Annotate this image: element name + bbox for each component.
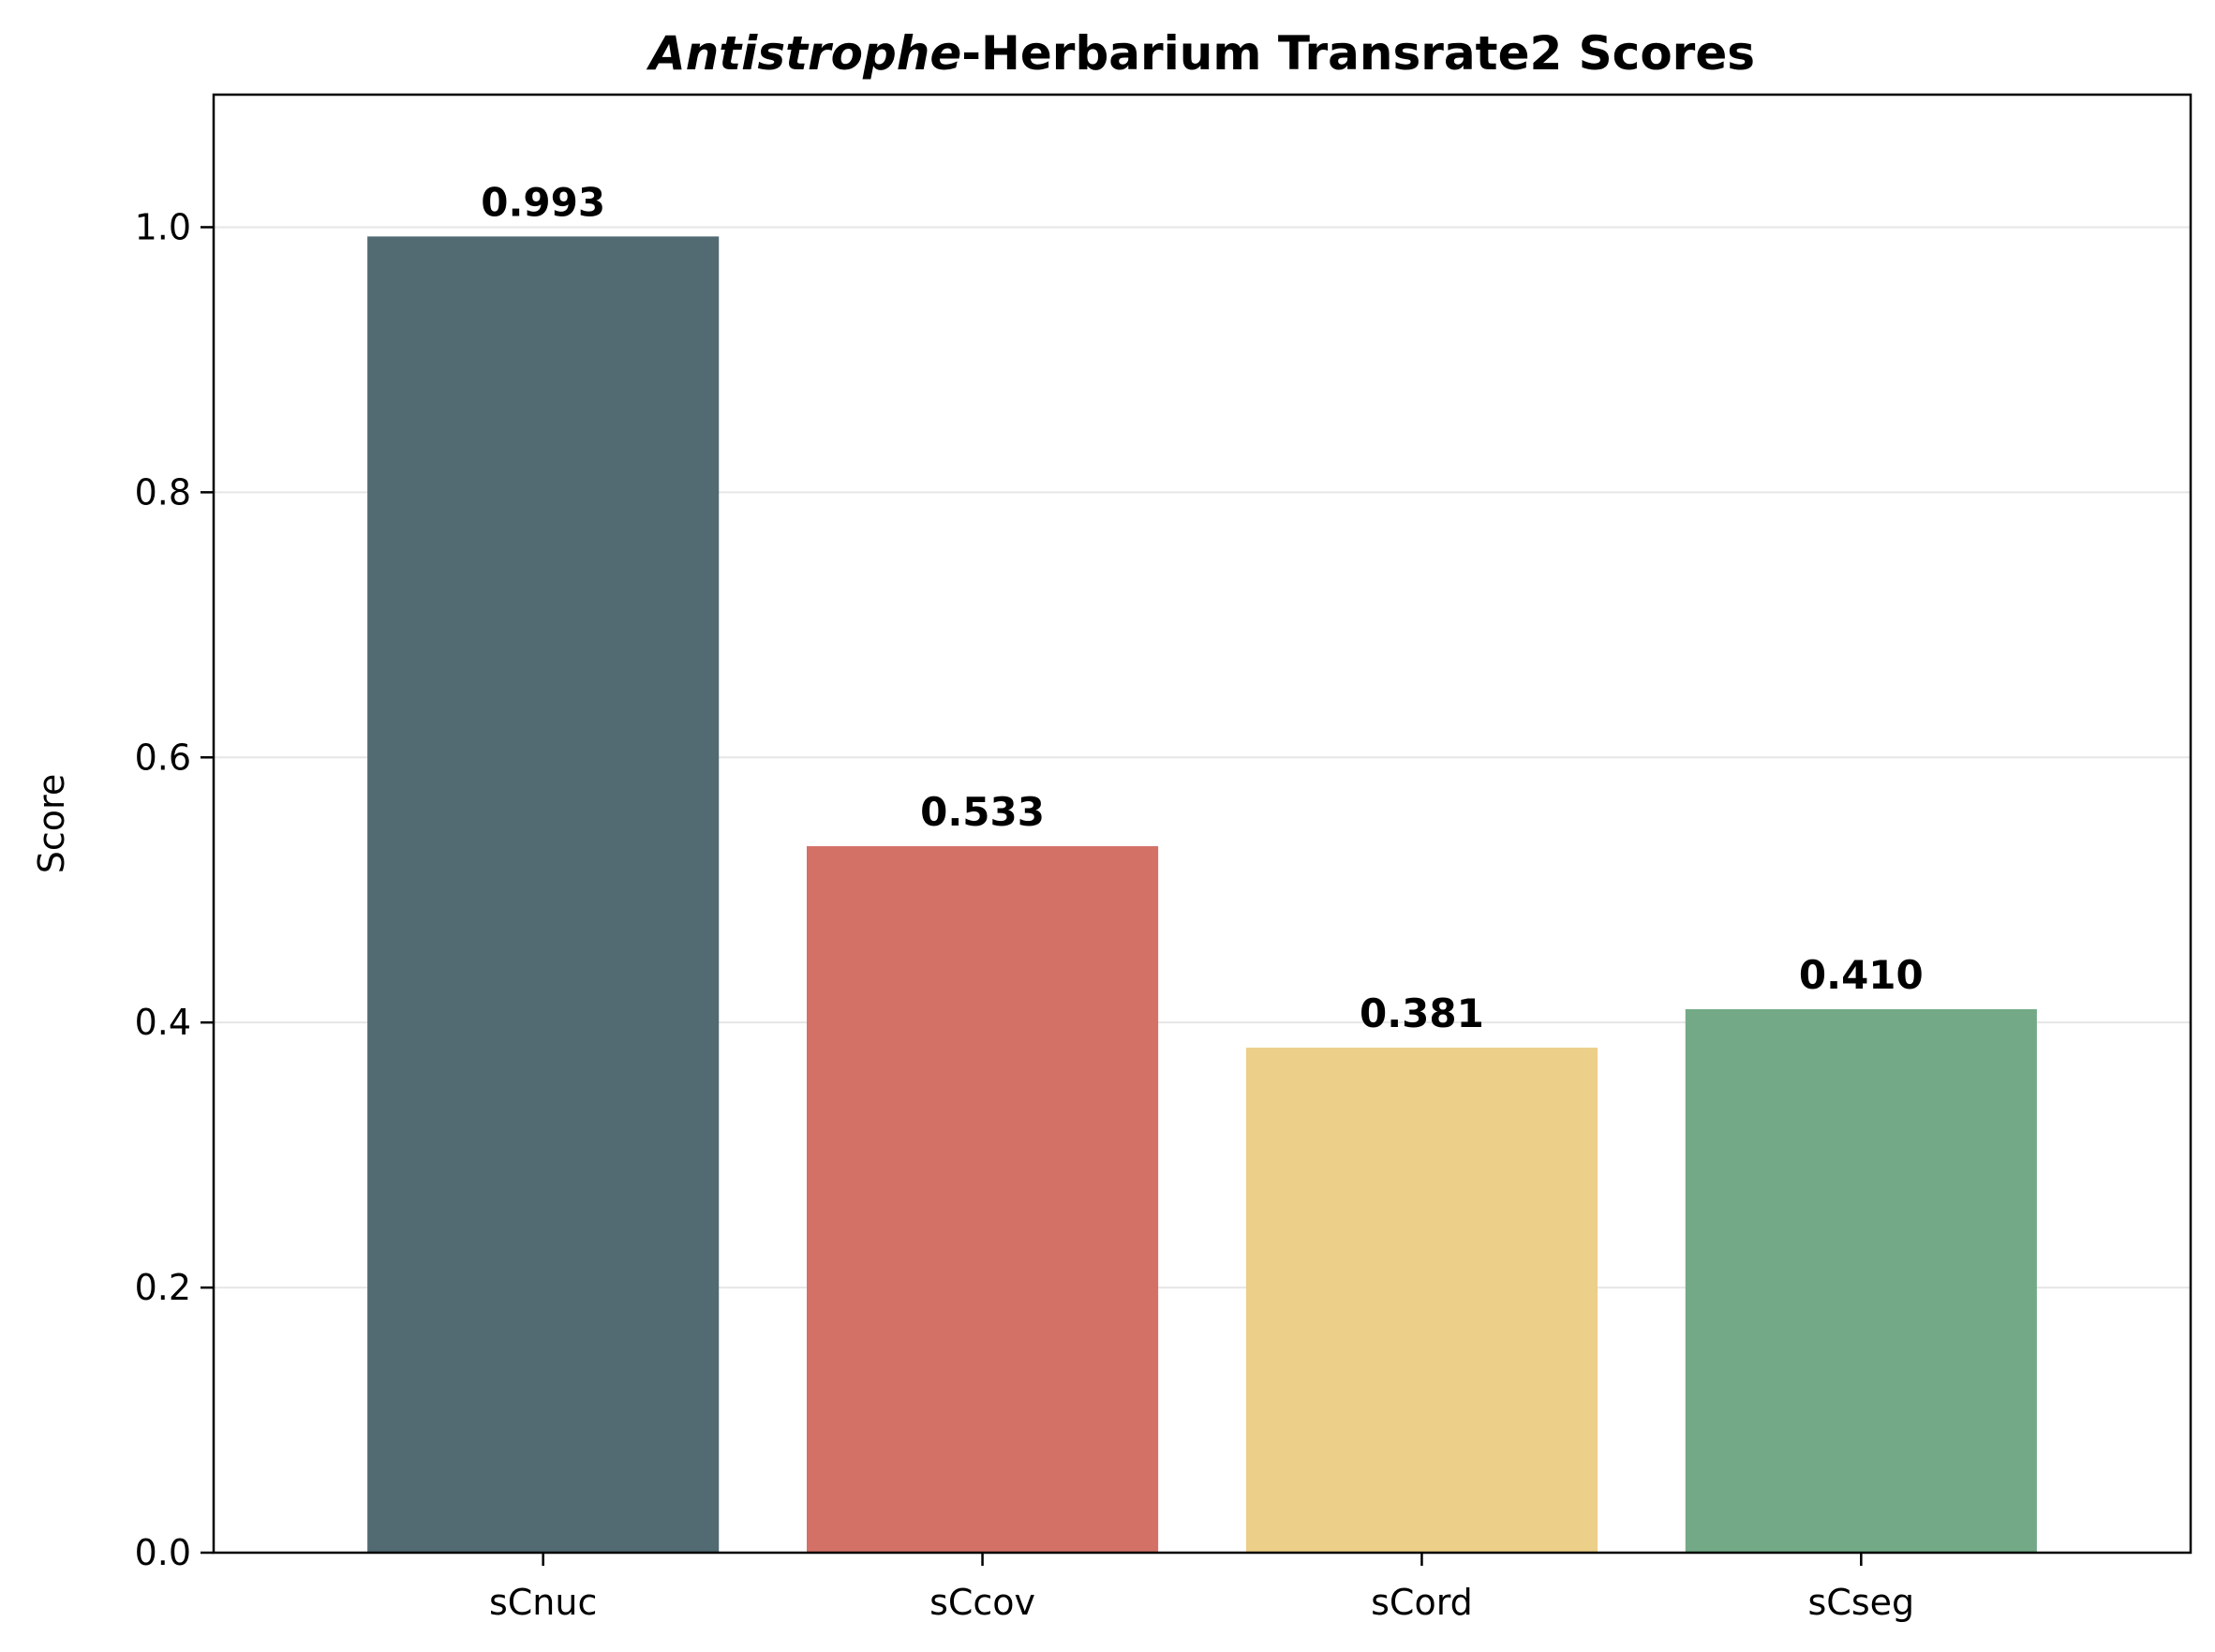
chart-title-rest: -Herbarium Transrate2 Scores	[961, 26, 1755, 81]
bars	[367, 236, 2037, 1554]
x-axis-ticks: sCnuc sCcov sCord sCseg	[489, 1553, 1914, 1623]
bar-sCcov	[807, 846, 1159, 1553]
bar-sCseg	[1685, 1009, 2037, 1553]
y-tick-label: 0.0	[135, 1532, 191, 1573]
x-tick-label-sCcov: sCcov	[929, 1582, 1035, 1623]
chart-title: Antistrophe-Herbarium Transrate2 Scores	[646, 26, 1755, 81]
chart-title-italic: Antistrophe	[646, 26, 961, 81]
data-label-sCord: 0.381	[1360, 990, 1484, 1036]
y-axis-title: Score	[31, 774, 72, 873]
x-tick-label-sCnuc: sCnuc	[489, 1582, 597, 1623]
bar-sCord	[1245, 1048, 1598, 1553]
y-tick-label: 0.2	[135, 1267, 191, 1308]
y-tick-label: 0.8	[135, 471, 191, 513]
x-tick-label-sCseg: sCseg	[1808, 1582, 1915, 1623]
y-tick-label: 0.4	[135, 1002, 191, 1043]
data-label-sCseg: 0.410	[1799, 952, 1924, 998]
data-labels: 0.993 0.533 0.381 0.410	[481, 179, 1924, 1036]
data-label-sCnuc: 0.993	[481, 179, 605, 225]
y-tick-label: 1.0	[135, 206, 191, 247]
y-axis-ticks: 0.0 0.2 0.4 0.6 0.8 1.0	[135, 206, 214, 1573]
plot-frame	[212, 93, 2193, 1555]
x-tick-label-sCord: sCord	[1371, 1582, 1473, 1623]
y-tick-label: 0.6	[135, 737, 191, 778]
bar-sCnuc	[367, 236, 720, 1554]
data-label-sCcov: 0.533	[920, 789, 1045, 835]
